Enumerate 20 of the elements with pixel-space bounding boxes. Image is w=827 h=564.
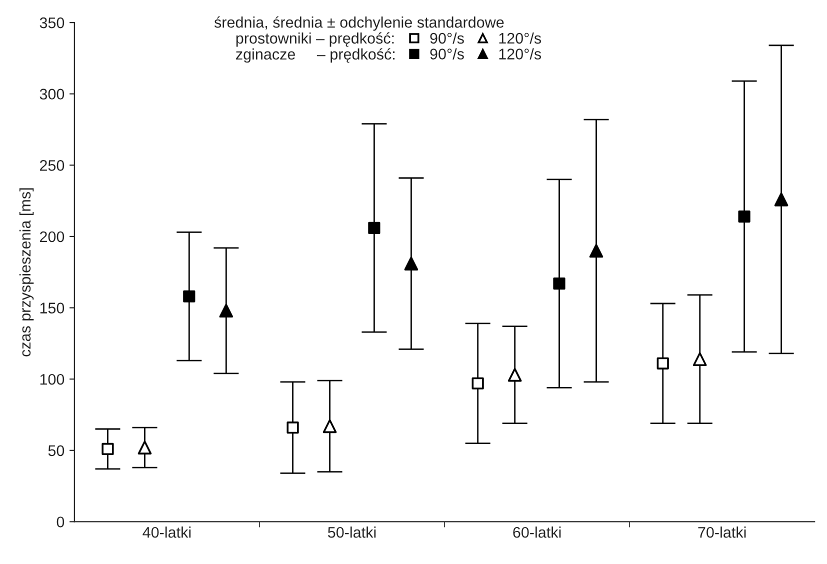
legend-label: 90°/s — [430, 48, 464, 60]
legend-label: 90°/s — [430, 32, 464, 44]
legend-label: 120°/s — [499, 32, 542, 44]
legend-label: 120°/s — [499, 48, 542, 60]
x-tick-label: 70-latki — [698, 526, 746, 538]
annotation: zginacze – prędkość: — [236, 48, 394, 63]
y-tick-label: 0 — [56, 516, 64, 528]
y-tick-label: 150 — [40, 302, 64, 314]
annotation: prostowniki – prędkość: — [236, 32, 394, 47]
y-tick-label: 200 — [40, 231, 64, 242]
y-tick-label: 250 — [40, 160, 64, 171]
y-tick-label: 350 — [40, 17, 64, 28]
x-tick-label: 60-latki — [513, 526, 561, 538]
y-tick-label: 100 — [40, 374, 64, 385]
x-tick-label: 50-latki — [328, 526, 376, 538]
legend-title: średnia, średnia ± odchylenie standardowe — [214, 16, 504, 31]
y-tick-label: 50 — [48, 445, 64, 456]
y-tick-label: 300 — [40, 88, 64, 100]
y-axis-title: czas przyspieszenia [ms] — [19, 188, 34, 356]
x-tick-label: 40-latki — [142, 526, 191, 538]
